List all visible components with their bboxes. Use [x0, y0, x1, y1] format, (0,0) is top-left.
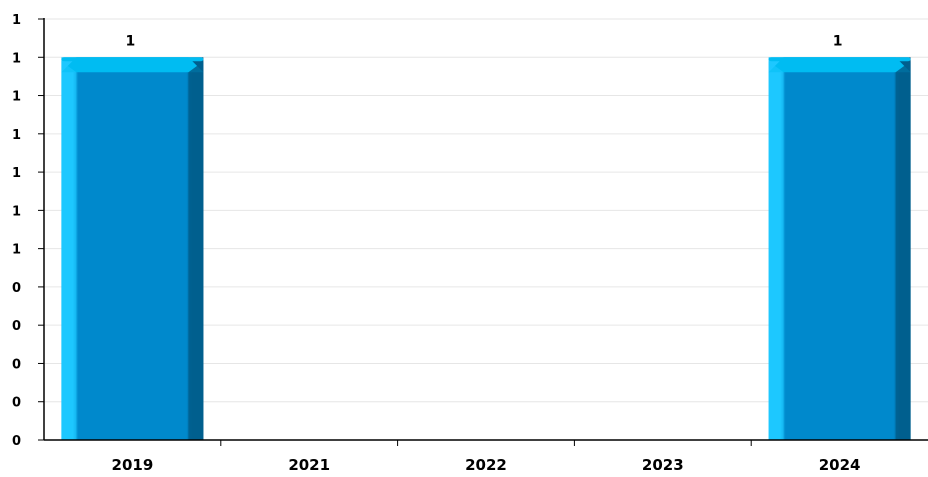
x-tick-label: 2021	[288, 456, 330, 473]
bar	[61, 57, 204, 440]
bar-body	[768, 57, 911, 440]
x-tick-label: 2024	[819, 456, 861, 473]
y-tick-label: 0	[12, 281, 21, 296]
y-tick-labels: 0 0 0 0 0 1 1 1 1 1 1 1	[12, 13, 44, 449]
y-tick-label: 1	[12, 204, 21, 219]
y-tick-label: 1	[12, 243, 21, 258]
y-tick-label: 1	[12, 13, 21, 28]
bar-top-edge	[768, 57, 911, 62]
axes	[43, 18, 928, 441]
x-tick-label: 2022	[465, 456, 507, 473]
y-tick-label: 0	[12, 396, 21, 411]
y-tick-label: 0	[12, 357, 21, 372]
y-tick-label: 1	[12, 90, 21, 105]
x-tick-label: 2023	[642, 456, 684, 473]
y-tick-label: 1	[12, 51, 21, 66]
bar-top-edge	[61, 57, 204, 62]
bar	[768, 57, 911, 440]
bar-left-bevel	[768, 61, 784, 440]
y-tick-label: 1	[12, 166, 21, 181]
x-tick-labels: 2019 2021 2022 2023 2024	[112, 440, 861, 474]
bar-left-bevel	[61, 61, 77, 440]
y-tick-label: 0	[12, 319, 21, 334]
bar-right-bevel	[188, 61, 204, 440]
data-label: 1	[833, 33, 843, 49]
bars	[61, 57, 911, 440]
y-tick-label: 1	[12, 128, 21, 143]
data-label: 1	[126, 33, 136, 49]
bar-body	[61, 57, 204, 440]
x-tick-label: 2019	[112, 456, 154, 473]
bar-right-bevel	[895, 61, 911, 440]
y-tick-label: 0	[12, 434, 21, 449]
